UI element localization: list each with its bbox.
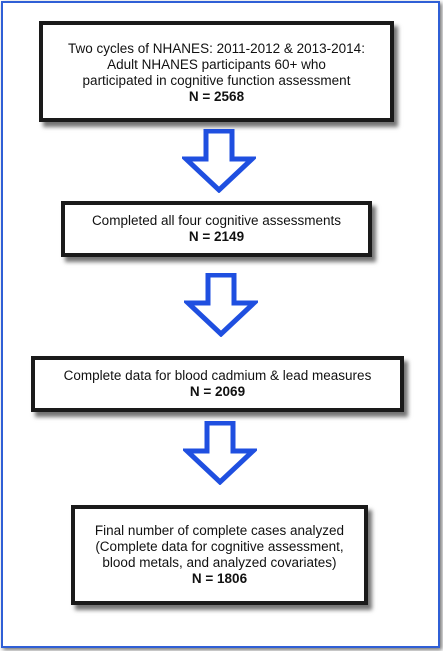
box-1-line-2: Adult NHANES participants 60+ who (107, 56, 326, 72)
flow-box-cognitive-assessments: Completed all four cognitive assessments… (61, 201, 372, 257)
box-2-line-1: Completed all four cognitive assessments (91, 213, 342, 228)
box-4-line-3: blood metals, and analyzed covariates) (102, 555, 337, 570)
down-arrow-icon (183, 421, 257, 485)
down-arrow-icon (182, 129, 256, 193)
flow-box-nhanes-cycles: Two cycles of NHANES: 2011-2012 & 2013-2… (39, 21, 394, 122)
box-4-count: N = 1806 (191, 571, 248, 586)
down-arrow-icon (184, 273, 258, 337)
box-3-count: N = 2069 (189, 384, 246, 399)
box-1-line-1: Two cycles of NHANES: 2011-2012 & 2013-2… (68, 40, 365, 56)
box-4-line-1: Final number of complete cases analyzed (94, 523, 345, 538)
box-4-line-2: (Complete data for cognitive assessment, (95, 539, 344, 554)
flow-box-blood-metals: Complete data for blood cadmium & lead m… (31, 356, 404, 412)
box-3-line-1: Complete data for blood cadmium & lead m… (63, 368, 372, 383)
box-1-line-3: participated in cognitive function asses… (82, 72, 351, 88)
box-2-count: N = 2149 (188, 229, 245, 244)
box-1-count: N = 2568 (188, 88, 245, 104)
flow-box-final-cases: Final number of complete cases analyzed … (71, 505, 368, 605)
